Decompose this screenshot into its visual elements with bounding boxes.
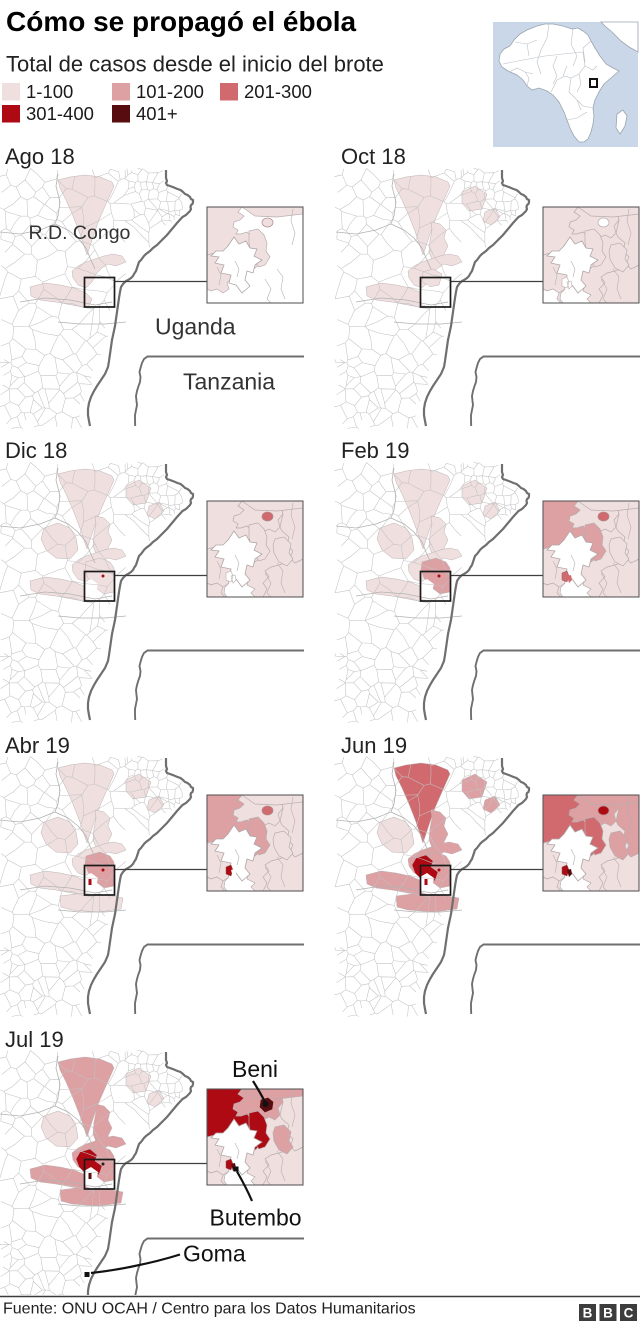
svg-text:B: B <box>583 1305 593 1320</box>
svg-text:Feb 19: Feb 19 <box>341 438 410 463</box>
svg-text:R.D. Congo: R.D. Congo <box>29 222 131 244</box>
svg-text:Uganda: Uganda <box>155 314 236 340</box>
svg-text:Ago 18: Ago 18 <box>5 144 75 169</box>
svg-text:Abr 19: Abr 19 <box>5 733 70 758</box>
svg-text:Dic 18: Dic 18 <box>5 438 67 463</box>
svg-text:Jun 19: Jun 19 <box>341 733 407 758</box>
svg-text:Jul 19: Jul 19 <box>5 1027 64 1052</box>
svg-text:Fuente: ONU OCAH / Centro para: Fuente: ONU OCAH / Centro para los Datos… <box>3 1301 416 1318</box>
svg-text:201-300: 201-300 <box>244 81 312 102</box>
svg-text:Cómo se propagó el ébola: Cómo se propagó el ébola <box>6 6 356 37</box>
svg-text:Butembo: Butembo <box>210 1205 302 1231</box>
svg-text:1-100: 1-100 <box>26 81 73 102</box>
svg-text:101-200: 101-200 <box>136 81 204 102</box>
svg-text:C: C <box>624 1305 634 1320</box>
svg-text:Goma: Goma <box>183 1241 246 1267</box>
svg-text:Tanzania: Tanzania <box>183 369 275 395</box>
svg-text:Oct 18: Oct 18 <box>341 144 406 169</box>
svg-text:Beni: Beni <box>232 1056 278 1082</box>
svg-text:401+: 401+ <box>136 103 178 124</box>
svg-text:B: B <box>603 1305 613 1320</box>
svg-text:301-400: 301-400 <box>26 103 94 124</box>
svg-text:Total de casos desde el inicio: Total de casos desde el inicio del brote <box>6 52 384 77</box>
